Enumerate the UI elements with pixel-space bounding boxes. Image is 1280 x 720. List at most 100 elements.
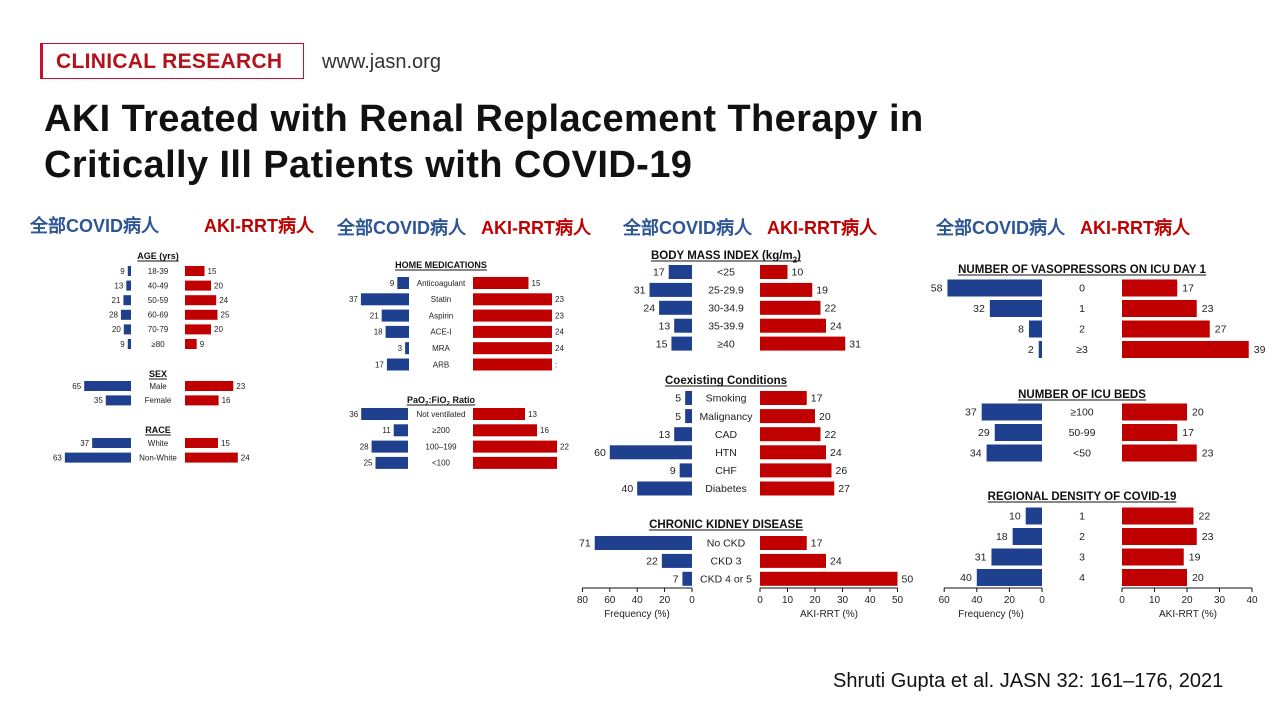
panel-8-value-left: 8 bbox=[1018, 324, 1024, 336]
panel-5-value-left: 17 bbox=[653, 267, 665, 279]
panel-4-bar-right bbox=[473, 408, 525, 420]
panel-8-category: 0 bbox=[1079, 283, 1085, 295]
panel-3-category: MRA bbox=[432, 344, 450, 353]
panel-5-bar-left bbox=[674, 318, 692, 333]
panel-1-bar-left bbox=[105, 395, 131, 406]
panel-6-bar-right bbox=[760, 409, 815, 424]
panel-8-bar-left bbox=[1038, 341, 1042, 358]
axis-tick-label: 60 bbox=[604, 595, 616, 606]
axis-tick-label: 40 bbox=[971, 595, 983, 606]
panel-0-bar-right bbox=[185, 339, 197, 349]
panel-9-value-left: 34 bbox=[970, 448, 982, 460]
panel-4-value-right: 13 bbox=[528, 410, 537, 419]
panel-8-value-right: 27 bbox=[1215, 324, 1227, 336]
axis-tick-label: 60 bbox=[939, 595, 951, 606]
panel-9-bar-left bbox=[994, 424, 1042, 441]
panel-10-bar-right bbox=[1122, 569, 1187, 586]
panel-2-value-right: 24 bbox=[241, 453, 250, 462]
panel-1-value-left: 35 bbox=[94, 396, 103, 405]
panel-7-category: CKD 3 bbox=[711, 556, 742, 568]
panel-2-value-right: 15 bbox=[221, 439, 230, 448]
axis-tick-label: 10 bbox=[782, 595, 794, 606]
panel-6-value-right: 22 bbox=[825, 429, 837, 441]
panel-10-bar-right bbox=[1122, 528, 1197, 545]
panel-3-bar-right bbox=[473, 293, 552, 306]
panel-8-bar-right bbox=[1122, 341, 1249, 358]
panel-6-value-left: 13 bbox=[659, 429, 671, 441]
panel-0-category: ≥80 bbox=[151, 340, 165, 349]
panel-8-title: NUMBER OF VASOPRESSORS ON ICU DAY 1 bbox=[958, 264, 1206, 276]
panel-3-value-left: 18 bbox=[374, 328, 383, 337]
panel-3-bar-right bbox=[473, 325, 552, 338]
axis-tick-label: 40 bbox=[864, 595, 876, 606]
panel-3-bar-right bbox=[473, 277, 529, 289]
panel-10-category: 1 bbox=[1079, 511, 1085, 523]
panel-10-value-left: 40 bbox=[960, 572, 972, 584]
panel-7-bar-left bbox=[594, 536, 692, 550]
group-label-aki-2: AKI-RRT病人 bbox=[481, 218, 591, 238]
panel-3-value-left: 9 bbox=[390, 279, 395, 288]
panel-10-bar-left bbox=[1025, 507, 1042, 525]
panel-6-bar-right bbox=[760, 391, 807, 405]
panel-8-category: 1 bbox=[1079, 303, 1085, 315]
panel-6-bar-right bbox=[760, 445, 826, 460]
panel-9-value-right: 23 bbox=[1202, 448, 1214, 460]
panel-10-value-left: 18 bbox=[996, 531, 1008, 543]
panel-5-bar-right bbox=[760, 318, 826, 333]
panel-8-value-right: 17 bbox=[1182, 283, 1194, 295]
panel-6-bar-right bbox=[760, 481, 835, 496]
panel-10-value-right: 19 bbox=[1189, 552, 1201, 564]
panel-1-value-right: 16 bbox=[222, 396, 231, 405]
panel-0-value-right: 9 bbox=[200, 340, 205, 349]
panel-0-value-left: 13 bbox=[114, 281, 123, 290]
group-label-aki-3: AKI-RRT病人 bbox=[767, 218, 877, 238]
panel-6-bar-left bbox=[685, 409, 692, 424]
panel-3-category: Anticoagulant bbox=[417, 279, 466, 288]
panel-6-category: HTN bbox=[715, 447, 737, 459]
panel-5-value-right: 19 bbox=[816, 285, 828, 297]
panel-3-value-right: 23 bbox=[555, 295, 564, 304]
panel-6-value-right: 20 bbox=[819, 411, 831, 423]
panel-3-bar-right bbox=[473, 358, 552, 371]
axis-title-right: AKI-RRT (%) bbox=[800, 609, 858, 620]
panel-4-bar-left bbox=[361, 408, 408, 420]
panel-1-bar-right bbox=[185, 381, 234, 391]
panel-0-value-right: 20 bbox=[214, 281, 223, 290]
header-url: www.jasn.org bbox=[322, 51, 441, 73]
panel-4-category: <100 bbox=[432, 459, 451, 468]
header-frame bbox=[40, 43, 304, 79]
panel-2-value-left: 37 bbox=[80, 439, 89, 448]
panel-5-value-right: 22 bbox=[825, 302, 837, 314]
panel-1-title: SEX bbox=[149, 369, 167, 379]
axis-title-right: AKI-RRT (%) bbox=[1159, 609, 1217, 620]
panel-8-bar-left bbox=[989, 300, 1042, 317]
panel-5-value-left: 24 bbox=[643, 302, 655, 314]
axis-tick-label: 0 bbox=[689, 595, 695, 606]
panel-1-category: Male bbox=[149, 382, 167, 391]
panel-0-value-left: 21 bbox=[112, 296, 121, 305]
panel-5-value-left: 15 bbox=[656, 338, 668, 350]
panel-10-bar-left bbox=[976, 569, 1042, 586]
group-label-all-3: 全部COVID病人 bbox=[623, 218, 753, 238]
panel-6-bar-right bbox=[760, 427, 821, 442]
panel-5-value-right: 31 bbox=[849, 338, 861, 350]
panel-6-value-left: 40 bbox=[622, 483, 634, 495]
title-line-2: Critically Ill Patients with COVID-19 bbox=[44, 144, 693, 186]
panel-6-bar-left bbox=[685, 391, 692, 405]
panel-3-bar-right bbox=[473, 309, 552, 322]
panel-6-title: Coexisting Conditions bbox=[665, 375, 787, 387]
panel-0-bar-left bbox=[123, 295, 131, 306]
panel-6-value-left: 5 bbox=[675, 411, 681, 423]
panel-5-value-right: 24 bbox=[830, 320, 842, 332]
panel-0-bar-left bbox=[126, 280, 131, 291]
panel-8-value-left: 2 bbox=[1028, 344, 1034, 356]
panel-7-value-right: 50 bbox=[902, 573, 914, 585]
panel-6-category: Smoking bbox=[706, 393, 747, 405]
axis-tick-label: 20 bbox=[1181, 595, 1193, 606]
axis-tick-label: 10 bbox=[1149, 595, 1161, 606]
group-label-all-1: 全部COVID病人 bbox=[30, 216, 160, 236]
panel-3-bar-right bbox=[473, 342, 552, 355]
panel-8-category: ≥3 bbox=[1076, 344, 1088, 356]
panel-3-category: ACE-I bbox=[430, 328, 451, 337]
